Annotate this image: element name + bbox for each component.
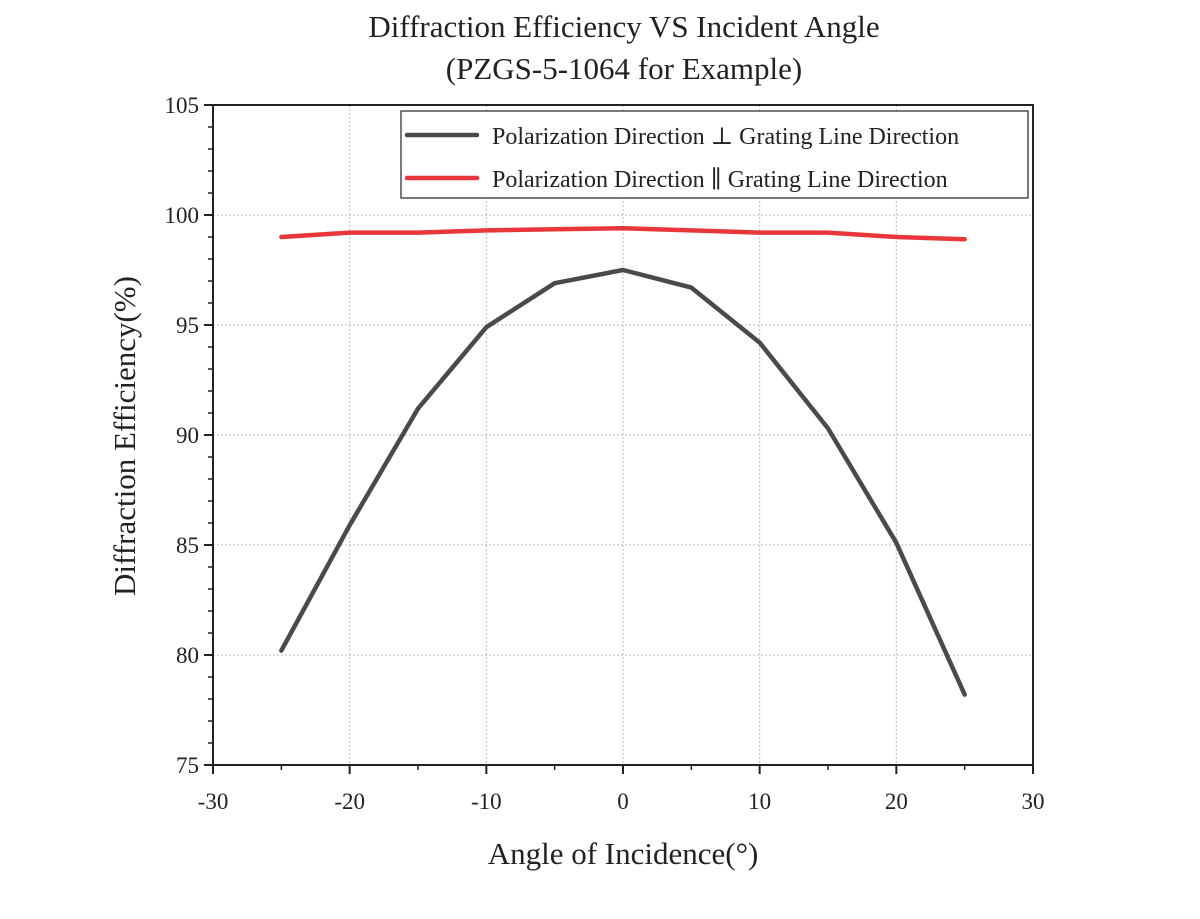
legend-box: [400, 110, 1029, 199]
y-tick-label: 95: [176, 313, 199, 338]
x-tick-label: -30: [198, 789, 229, 814]
legend-label-1: Polarization Direction ⊥ Grating Line Di…: [492, 124, 959, 150]
x-tick-label: 30: [1022, 789, 1045, 814]
y-axis-label: Diffraction Efficiency(%): [107, 276, 142, 596]
plot-frame: [212, 104, 1034, 766]
y-tick-label: 80: [176, 643, 199, 668]
x-tick-label: 0: [617, 789, 629, 814]
y-tick-label: 75: [176, 753, 199, 778]
y-tick-label: 100: [165, 203, 200, 228]
legend-label-2: Polarization Direction ∥ Grating Line Di…: [492, 167, 948, 193]
x-tick-label: 10: [748, 789, 771, 814]
x-axis-label: Angle of Incidence(°): [488, 836, 759, 871]
series-line-2: [279, 225, 967, 242]
series-line-1: [279, 267, 967, 697]
legend: Polarization Direction ⊥ Grating Line Di…: [400, 110, 1029, 199]
y-tick-label: 105: [165, 93, 200, 118]
grid-lines: [213, 105, 1033, 765]
x-tick-label: -10: [471, 789, 502, 814]
chart-subtitle: (PZGS-5-1064 for Example): [446, 51, 802, 86]
y-tick-label: 90: [176, 423, 199, 448]
x-tick-label: -20: [334, 789, 365, 814]
series-lines: [279, 225, 967, 697]
x-tick-label: 20: [885, 789, 908, 814]
y-tick-label: 85: [176, 533, 199, 558]
axis-ticks: -30 -20 -10 0 10 20 30 75 80 85 90 95 100 105: [165, 93, 1045, 814]
chart-title: Diffraction Efficiency VS Incident Angle: [368, 9, 879, 44]
